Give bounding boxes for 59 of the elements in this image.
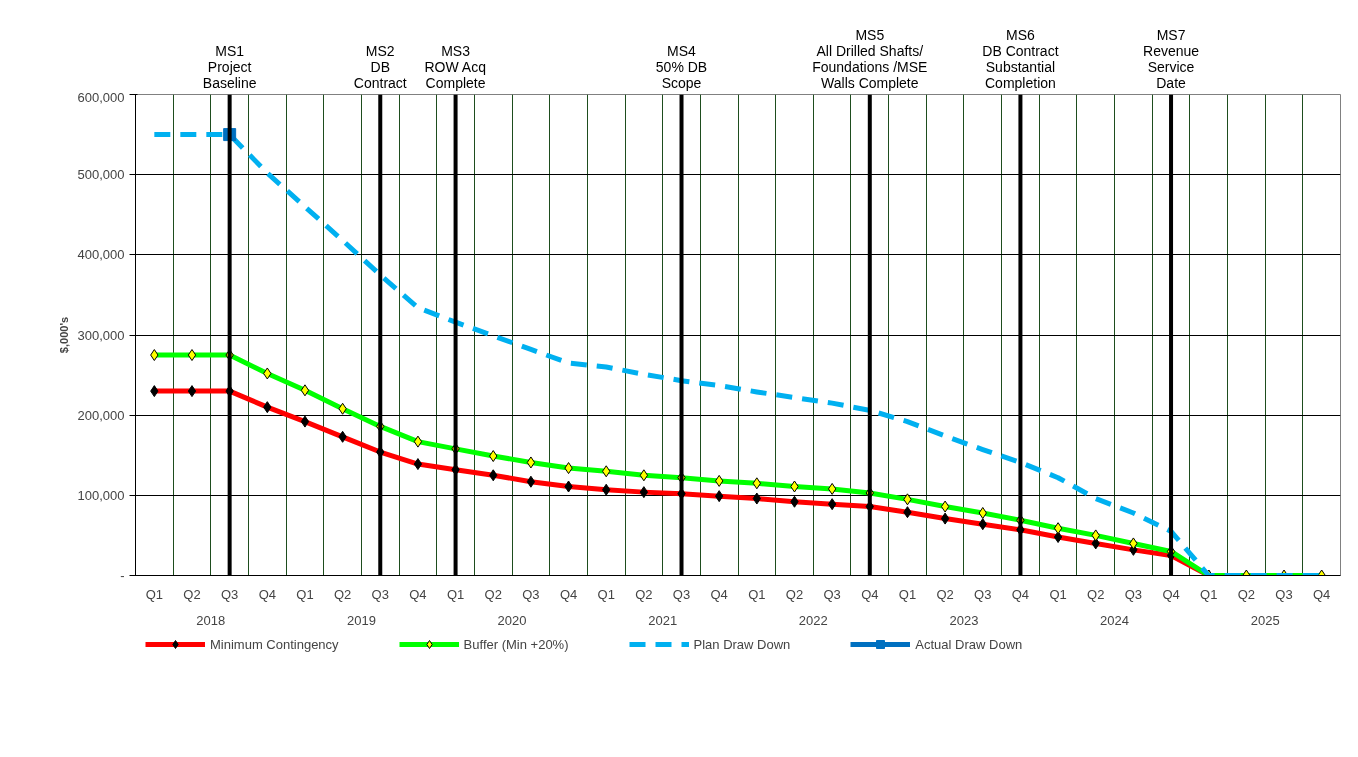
y-tick-label: 300,000 <box>77 327 125 343</box>
text: Q3 <box>672 586 691 602</box>
text: Q2 <box>1087 586 1105 602</box>
text: Q4 <box>710 586 728 602</box>
text: Q2 <box>1237 586 1256 602</box>
text: Q1 <box>597 586 615 602</box>
text: Q4 <box>1011 586 1030 602</box>
text: Q4 <box>1162 586 1180 602</box>
text: Q4 <box>409 586 427 602</box>
y-tick-label: 600,000 <box>77 89 125 105</box>
x-tick-label: 2024 <box>1100 612 1130 628</box>
ref-line-label: MS2 DB Contract <box>353 42 407 91</box>
text: Q3 <box>823 586 841 602</box>
text: Q4 <box>861 586 879 602</box>
y-tick-label: 200,000 <box>77 407 125 423</box>
text: Q1 <box>296 586 314 602</box>
text: Q3 <box>522 586 540 602</box>
y-tick-label: - <box>120 568 125 583</box>
x-tick-label: 2025 <box>1250 612 1280 628</box>
text: Q1 <box>748 586 766 602</box>
ref-line-label: MS3 ROW Acq Complete <box>424 42 486 91</box>
text: Q2 <box>635 586 653 602</box>
ref-line-label: MS4 50% DB Scope <box>655 42 708 91</box>
x-tick-label: 2023 <box>949 612 979 628</box>
text: Q2 <box>183 586 201 602</box>
text: Q2 <box>785 586 804 602</box>
legend-label: Buffer (Min +20%) <box>463 636 569 652</box>
y-tick-label: 400,000 <box>77 247 125 263</box>
text: Q2 <box>484 586 502 602</box>
x-tick-label: 2022 <box>798 612 828 628</box>
text: Q1 <box>446 586 465 602</box>
x-tick-label: 2021 <box>648 612 678 628</box>
ref-line-label: MS1 Project Baseline <box>202 42 257 91</box>
text: Q4 <box>559 586 578 602</box>
y-tick-label: 500,000 <box>77 167 125 183</box>
ref-line-label: MS6 DB Contract Substantial Completion <box>982 26 1059 91</box>
text: Q3 <box>974 586 992 602</box>
text: Q4 <box>1313 586 1331 602</box>
legend-label: Minimum Contingency <box>210 636 339 652</box>
legend-label: Actual Draw Down <box>915 636 1023 652</box>
text: Q3 <box>1275 586 1293 602</box>
x-tick-label: 2018 <box>196 612 226 628</box>
ref-line-label: MS7 Revenue Service Date <box>1143 26 1200 91</box>
text: Q1 <box>145 586 163 602</box>
text: Q1 <box>1200 586 1218 602</box>
text: Q2 <box>333 586 352 602</box>
y-tick-label: 100,000 <box>77 487 125 503</box>
text: Q3 <box>1124 586 1143 602</box>
y-axis-title: $,000's <box>57 316 70 354</box>
text: Q4 <box>258 586 276 602</box>
legend-label: Plan Draw Down <box>693 636 791 652</box>
text: Q1 <box>898 586 917 602</box>
x-tick-label: 2019 <box>346 612 376 628</box>
text: Q1 <box>1049 586 1067 602</box>
ref-line-label: MS5 All Drilled Shafts/ Foundations /MSE Walls Complete <box>812 26 928 91</box>
text: Q2 <box>936 586 954 602</box>
text: Q3 <box>220 586 239 602</box>
text: Q3 <box>371 586 389 602</box>
x-tick-label: 2020 <box>497 612 527 628</box>
